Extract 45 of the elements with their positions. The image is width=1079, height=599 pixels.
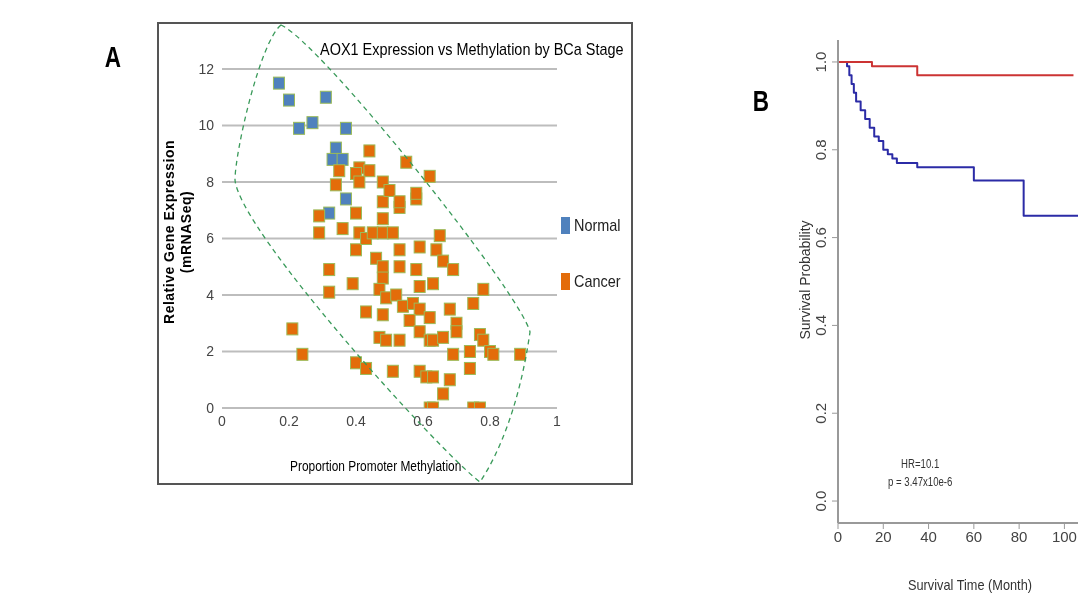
y-tick-label: 10 [198, 117, 215, 134]
y-tick-label: 8 [206, 173, 215, 190]
point [339, 121, 352, 135]
point [329, 141, 342, 155]
text: A [104, 40, 121, 74]
point [272, 76, 285, 90]
y-tick-label: 0 [206, 399, 215, 416]
x-tick-label: 0 [218, 412, 227, 429]
x-axis-title: Proportion Promoter Methylation [290, 458, 462, 474]
chart-title: AOX1 Expression vs Methylation by BCa Stage [320, 40, 624, 60]
y-tick-label: 0.4 [812, 314, 829, 336]
x-tick-label: 0.8 [480, 412, 500, 429]
x-tick-label: 1 [553, 412, 562, 429]
legend-label: Normal [574, 215, 621, 236]
y-tick-label: 0.6 [812, 227, 829, 249]
y-tick-label: 6 [206, 230, 215, 247]
y-tick-label: 0.8 [812, 139, 829, 161]
x-tick-label: 0.2 [279, 412, 299, 429]
x-tick-label: 100 [1051, 527, 1077, 545]
point [336, 152, 349, 166]
annotation: HR=10.1 [900, 456, 941, 473]
y-tick-label: 12 [198, 60, 215, 77]
y-tick-label: 2 [206, 343, 215, 360]
legend-label: Cancer [574, 271, 621, 292]
point [319, 90, 332, 104]
x-tick-label: 60 [965, 527, 983, 545]
x-tick-label: 80 [1010, 527, 1028, 545]
y-axis-title: Relative Gene Expression (mRNASeq) [161, 139, 195, 326]
annotation: p = 3.47x10e-6 [888, 474, 953, 491]
x-tick-label: 0 [833, 527, 843, 545]
y-axis-title: Survival Probability [797, 219, 813, 342]
x-tick-label: 20 [874, 527, 892, 545]
x-tick-label: 0.4 [346, 412, 366, 429]
text: B [752, 84, 769, 118]
x-axis-title: Survival Time (Month) [908, 576, 1032, 593]
point [323, 206, 336, 220]
y-tick-label: 0.0 [812, 490, 829, 512]
x-tick-label: 0.6 [413, 412, 433, 429]
x-tick-label: 40 [920, 527, 937, 545]
point [283, 93, 295, 107]
point [306, 116, 319, 130]
point [293, 121, 306, 135]
y-tick-label: 4 [206, 286, 215, 303]
y-tick-label: 1.0 [812, 51, 829, 73]
point [339, 192, 352, 206]
